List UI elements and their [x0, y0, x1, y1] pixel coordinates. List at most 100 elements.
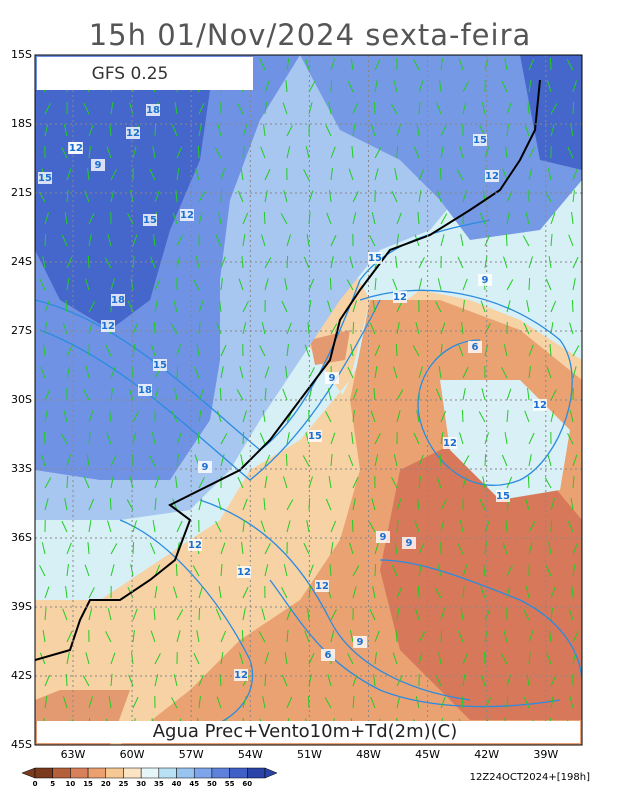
- wind-barb: [501, 80, 508, 93]
- wind-barb: [528, 432, 535, 445]
- wind-barb: [528, 147, 535, 159]
- wind-barb: [352, 586, 357, 599]
- wind-barb: [303, 169, 310, 181]
- contour-label-bg: [376, 531, 390, 543]
- wind-barb: [237, 190, 244, 203]
- wind-barb: [152, 520, 156, 533]
- colorbar-cell: [229, 767, 248, 779]
- lat-label: 30S: [11, 393, 32, 406]
- colorbar-label: 5: [50, 780, 55, 788]
- wind-barb: [572, 454, 578, 467]
- wind-barb: [352, 388, 358, 401]
- wind-barb: [413, 432, 420, 445]
- wind-barb: [149, 542, 156, 555]
- lat-label: 27S: [11, 324, 32, 337]
- map-frame: [34, 54, 583, 746]
- wind-barb: [572, 564, 576, 577]
- wind-barb: [349, 630, 354, 643]
- wind-barb: [330, 58, 335, 71]
- contour-label-bg: [533, 399, 547, 411]
- wind-barb: [286, 432, 290, 445]
- contour-label-bg: [146, 104, 160, 116]
- wind-barb: [242, 322, 247, 335]
- colorbar-tip: [264, 767, 278, 779]
- caption-box: [37, 721, 580, 743]
- wind-barb: [330, 542, 334, 555]
- wind-barb: [528, 366, 531, 379]
- wind-barb: [264, 190, 268, 203]
- contour-label: 15: [473, 135, 487, 146]
- wind-barb: [88, 234, 92, 247]
- wind-barb: [348, 454, 354, 467]
- wind-barb: [391, 190, 398, 203]
- colorbar-label: 15: [83, 780, 93, 788]
- contour-label-bg: [473, 134, 487, 146]
- wind-barb: [393, 80, 398, 93]
- wind-barb: [528, 344, 534, 357]
- wind-barb: [439, 167, 442, 181]
- wind-barb: [110, 388, 113, 401]
- wind-barb: [260, 520, 266, 533]
- lat-label: 36S: [11, 531, 32, 544]
- wind-barb: [109, 124, 112, 137]
- wind-barb: [396, 234, 399, 247]
- wind-barb: [283, 476, 288, 489]
- wind-barb: [176, 235, 183, 247]
- wind-barb: [176, 168, 180, 181]
- contour-label: 15: [153, 360, 167, 371]
- wind-barb: [503, 630, 508, 643]
- colorbar-cell: [247, 767, 266, 779]
- wind-barb: [440, 608, 445, 621]
- wind-barb: [572, 631, 579, 643]
- wind-barb: [286, 146, 291, 159]
- contour-label-bg: [353, 636, 367, 648]
- lon-label: 48W: [356, 748, 381, 761]
- wind-barb: [150, 256, 156, 269]
- wind-barb: [483, 564, 486, 577]
- wind-barb: [459, 146, 464, 159]
- wind-barb: [132, 234, 138, 247]
- wind-barb: [220, 542, 226, 555]
- wind-barb: [198, 674, 204, 687]
- wind-barb: [528, 168, 533, 181]
- wind-barb: [286, 58, 290, 71]
- wind-barb: [41, 454, 46, 467]
- wind-barb: [330, 79, 333, 93]
- wind-barb: [132, 146, 137, 159]
- wind-barb: [306, 234, 310, 247]
- wind-barb: [197, 145, 200, 159]
- wind-barb: [394, 168, 398, 181]
- wind-barb: [572, 256, 579, 269]
- wind-barb: [528, 542, 533, 555]
- wind-barb: [220, 433, 228, 445]
- wind-barb: [176, 630, 181, 643]
- wind-barb: [154, 653, 161, 665]
- wind-barb: [572, 168, 578, 181]
- wind-barb: [571, 299, 574, 313]
- contour-label-bg: [443, 437, 457, 449]
- wind-barb: [176, 365, 179, 379]
- wind-barb: [456, 169, 464, 181]
- wind-barb: [504, 58, 508, 71]
- wind-barb: [132, 432, 137, 445]
- wind-barb: [572, 278, 576, 291]
- wind-barb: [176, 146, 183, 159]
- wind-barb: [570, 124, 574, 137]
- wind-barb: [571, 586, 574, 599]
- wind-barb: [88, 432, 91, 445]
- wind-barb: [371, 124, 376, 137]
- wind-barb: [374, 542, 379, 555]
- lon-label: 51W: [297, 748, 322, 761]
- wind-barb: [524, 410, 530, 423]
- wind-barb: [393, 454, 398, 467]
- wind-barb: [569, 696, 574, 709]
- wind-barb: [242, 498, 248, 511]
- wind-barb: [549, 57, 552, 71]
- wind-barb: [66, 190, 69, 203]
- wind-barb: [330, 609, 337, 621]
- wind-barb: [505, 233, 508, 247]
- wind-barb: [44, 322, 47, 335]
- wind-barb: [110, 102, 114, 115]
- wind-barb: [260, 146, 266, 159]
- wind-barb: [308, 81, 316, 93]
